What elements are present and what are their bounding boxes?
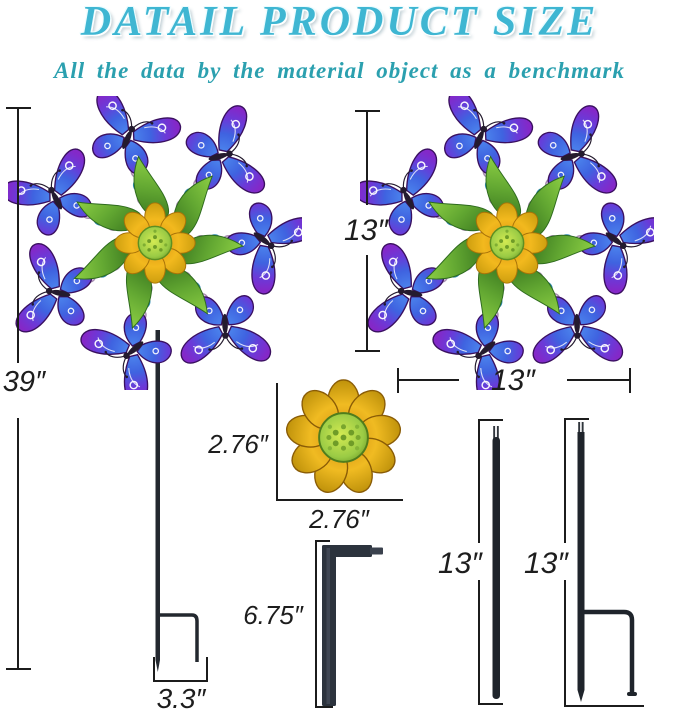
dim-stake1-line-upper — [478, 419, 480, 543]
garden-stake-pole-graphic — [155, 330, 199, 672]
dim-stake2-line-lower — [564, 580, 566, 707]
dim-stake1-line-lower — [478, 580, 480, 705]
dim-stake1-bottom-tick — [478, 703, 503, 705]
dim-flower-height-label: 2.76″ — [208, 429, 268, 459]
dim-stake1-label: 13″ — [438, 547, 482, 580]
left-wind-spinner-graphic — [8, 96, 302, 390]
wind-spinner-head — [360, 96, 654, 390]
page-subtitle: All the data by the material object as a… — [54, 58, 625, 83]
stake-section-straight-graphic — [492, 426, 500, 699]
dim-6-75-bottom-tick — [315, 706, 333, 708]
dim-39-line-lower — [17, 418, 19, 670]
dim-flower-width-label: 2.76″ — [309, 504, 369, 534]
dim-flower-vertical-line — [276, 383, 278, 501]
dim-head-width-line-right — [567, 379, 630, 381]
right-wind-spinner-graphic — [360, 96, 654, 390]
dim-3-3-label: 3.3″ — [156, 683, 206, 711]
dim-head-width-line-left — [397, 379, 459, 381]
page-title: DATAIL PRODUCT SIZE — [80, 0, 599, 45]
dim-stake2-bottom-tick — [564, 705, 644, 707]
dim-head-height-bottom-tick — [355, 350, 380, 352]
dim-3-3-base-line — [153, 680, 208, 682]
dim-6-75-top-tick — [315, 540, 330, 542]
dim-39-bottom-tick — [6, 668, 31, 670]
dim-6-75-label: 6.75″ — [243, 600, 303, 630]
dim-stake1-top-tick — [478, 419, 503, 421]
flower-center — [285, 379, 402, 496]
flower-closeup-graphic — [285, 379, 402, 496]
dim-head-height-line-lower — [366, 255, 368, 352]
wind-spinner-head — [8, 96, 302, 390]
dim-head-width-right-tick — [629, 368, 631, 393]
dim-head-height-label: 13″ — [344, 214, 388, 247]
dim-stake2-top-tick — [564, 418, 589, 420]
dim-3-3-right-riser — [206, 657, 208, 682]
dim-39-line-upper — [17, 107, 19, 363]
dim-39-label: 39″ — [2, 366, 46, 398]
dim-head-height-line-upper — [366, 110, 368, 205]
dim-flower-horizontal-line — [276, 499, 403, 501]
dim-3-3-left-riser — [153, 657, 155, 682]
stake-section-fork-graphic — [577, 422, 637, 702]
dim-6-75-line — [315, 540, 317, 708]
dim-stake2-line-upper — [564, 418, 566, 543]
dim-stake2-label: 13″ — [524, 547, 568, 580]
ground-stake-graphic — [322, 545, 383, 706]
dim-head-width-label: 13″ — [491, 364, 535, 397]
